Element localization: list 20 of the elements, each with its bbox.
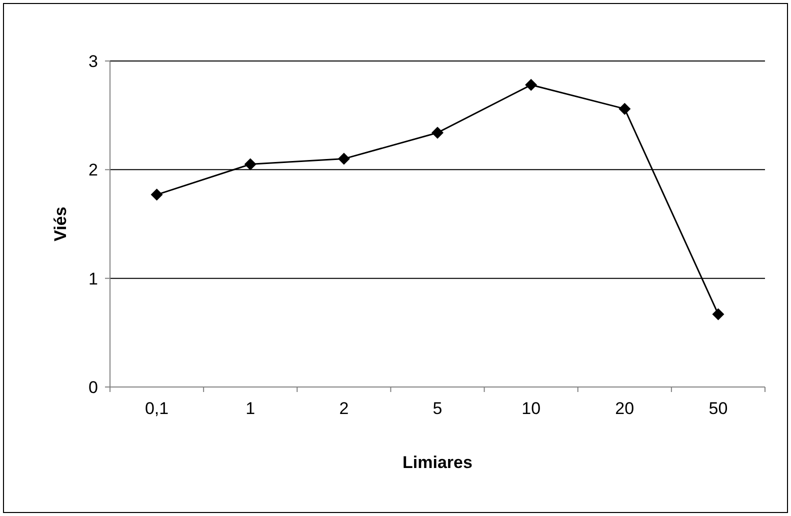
point: [525, 78, 538, 91]
point: [338, 152, 350, 165]
x-tick-label: 50: [708, 399, 728, 418]
point: [618, 102, 631, 115]
y-tick-label: 1: [88, 269, 98, 288]
y-axis-title: Viés: [51, 206, 70, 242]
x-tick-label: 5: [432, 399, 442, 418]
x-tick-label: 0,1: [144, 399, 169, 418]
y-tick-label: 2: [88, 160, 98, 180]
x-tick-label: 2: [339, 399, 349, 418]
x-tick-label: 10: [522, 399, 541, 418]
x-axis-title: Limiares: [402, 453, 472, 472]
y-tick-label: 0: [88, 378, 98, 397]
x-tick-label: 20: [615, 399, 634, 418]
x-tick-label: 1: [246, 399, 256, 418]
point: [150, 188, 163, 201]
point: [432, 126, 444, 139]
point: [244, 158, 256, 170]
point: [712, 308, 724, 320]
y-tick-label: 3: [88, 52, 98, 71]
